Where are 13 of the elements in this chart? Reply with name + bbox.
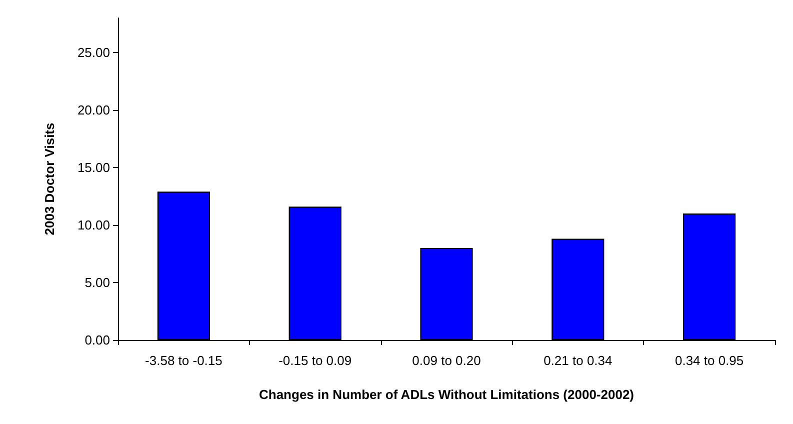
y-tick-label: 25.00 bbox=[77, 45, 110, 60]
x-tick-label: -0.15 to 0.09 bbox=[278, 353, 352, 368]
x-tick-label: 0.09 to 0.20 bbox=[412, 353, 481, 368]
y-tick-label: 20.00 bbox=[77, 102, 110, 118]
y-tick-label: 5.00 bbox=[84, 275, 110, 290]
y-axis-title: 2003 Doctor Visits bbox=[42, 122, 57, 236]
x-axis-title: Changes in Number of ADLs Without Limitations (2000-2002) bbox=[258, 387, 634, 402]
x-tick-label: 0.21 to 0.34 bbox=[544, 353, 612, 368]
y-tick-label: 10.00 bbox=[77, 218, 110, 232]
x-tick-label: -3.58 to -0.15 bbox=[145, 353, 222, 368]
y-tick-label: 15.00 bbox=[77, 160, 110, 175]
x-tick-label: 0.34 to 0.95 bbox=[674, 353, 744, 368]
y-tick-label: 0.00 bbox=[84, 332, 110, 348]
